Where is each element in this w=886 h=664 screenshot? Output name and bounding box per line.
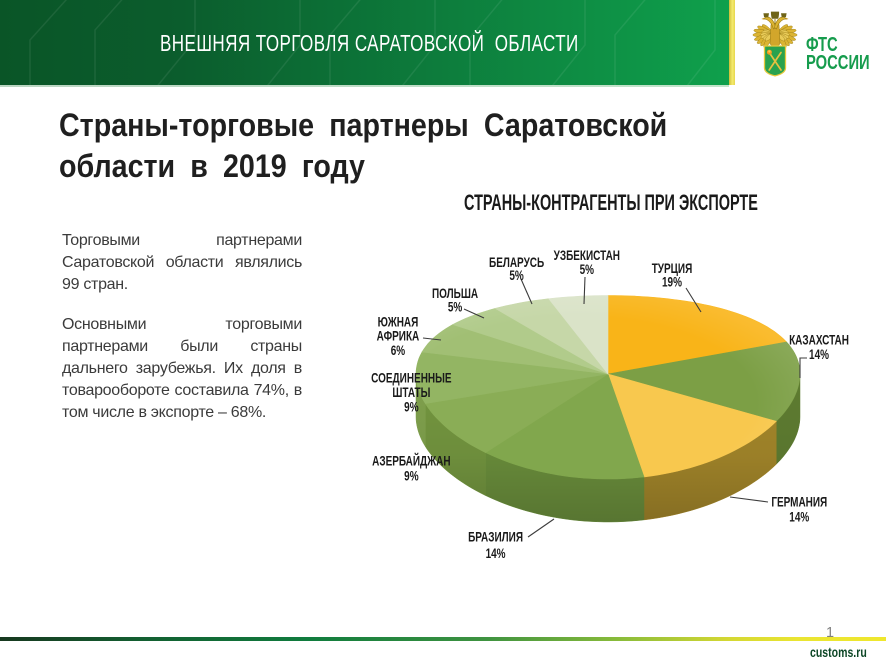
svg-text:9%: 9%: [404, 468, 419, 484]
svg-text:5%: 5%: [580, 261, 595, 277]
svg-text:КАЗАХСТАН: КАЗАХСТАН: [789, 332, 849, 348]
svg-text:БРАЗИЛИЯ: БРАЗИЛИЯ: [468, 529, 523, 545]
svg-text:14%: 14%: [486, 545, 506, 561]
svg-text:5%: 5%: [448, 299, 463, 315]
svg-text:19%: 19%: [662, 274, 682, 290]
svg-text:ШТАТЫ: ШТАТЫ: [392, 385, 430, 401]
svg-text:ТУРЦИЯ: ТУРЦИЯ: [652, 260, 693, 276]
svg-text:ГЕРМАНИЯ: ГЕРМАНИЯ: [771, 494, 827, 510]
svg-text:9%: 9%: [404, 399, 419, 415]
svg-text:СОЕДИНЕННЫЕ: СОЕДИНЕННЫЕ: [371, 370, 451, 386]
svg-text:БЕЛАРУСЬ: БЕЛАРУСЬ: [489, 254, 545, 270]
svg-text:АФРИКА: АФРИКА: [377, 328, 420, 344]
svg-text:6%: 6%: [391, 342, 406, 358]
svg-text:14%: 14%: [809, 346, 829, 362]
svg-text:5%: 5%: [509, 267, 524, 283]
svg-text:14%: 14%: [789, 509, 809, 525]
svg-text:УЗБЕКИСТАН: УЗБЕКИСТАН: [554, 247, 620, 263]
svg-text:ПОЛЬША: ПОЛЬША: [432, 286, 478, 302]
svg-text:АЗЕРБАЙДЖАН: АЗЕРБАЙДЖАН: [372, 452, 450, 469]
svg-text:ЮЖНАЯ: ЮЖНАЯ: [378, 314, 419, 330]
